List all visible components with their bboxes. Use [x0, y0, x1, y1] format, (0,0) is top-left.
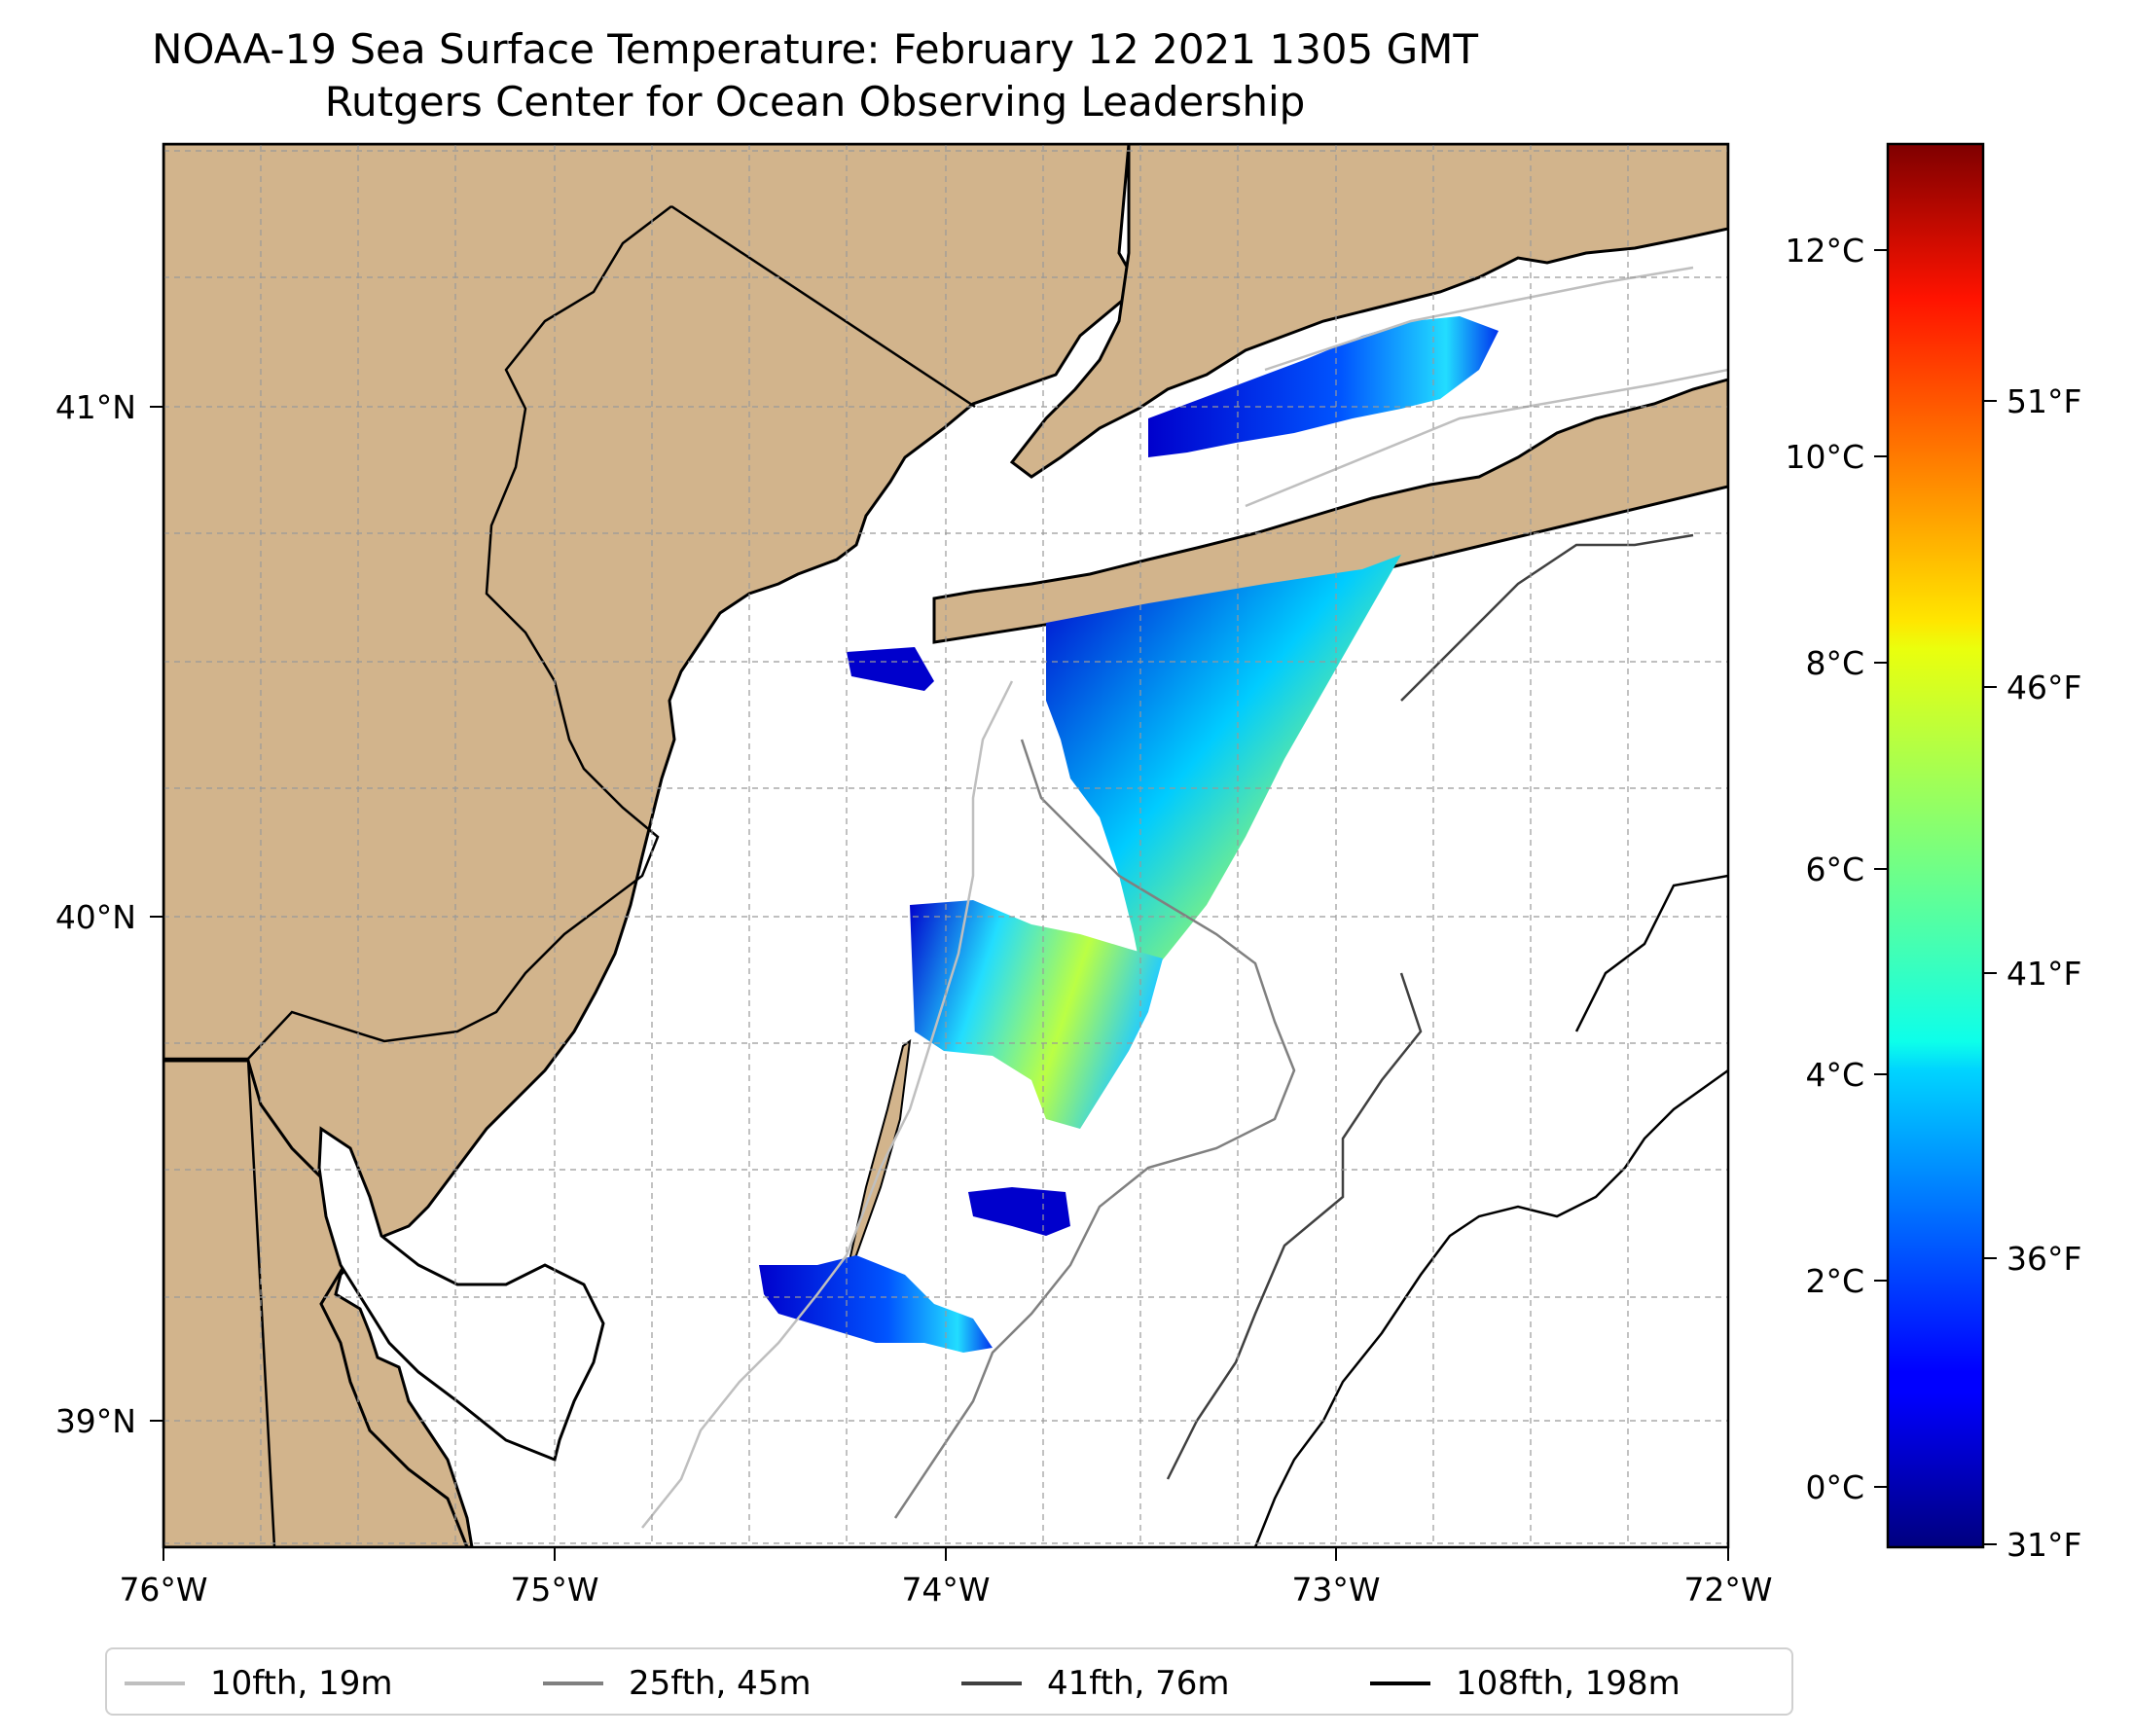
- legend-item: 41fth, 76m: [961, 1659, 1230, 1708]
- legend-item: 10fth, 19m: [125, 1659, 393, 1708]
- legend-swatch: [961, 1682, 1022, 1685]
- legend-label: 10fth, 19m: [210, 1664, 393, 1703]
- colorbar-c-label: 12°C: [1785, 232, 1864, 270]
- gridlines: [163, 144, 1728, 1547]
- map-title: NOAA-19 Sea Surface Temperature: Februar…: [151, 25, 1479, 73]
- axis-ticks: [150, 406, 1729, 1561]
- sst-swath-small: [968, 1187, 1070, 1236]
- colorbar-c-label: 10°C: [1785, 438, 1864, 476]
- sst-swath-offshore: [759, 1255, 993, 1353]
- land-connecticut: [1009, 144, 1728, 479]
- colorbar-c-label: 0°C: [1805, 1468, 1864, 1506]
- colorbar-c-label: 8°C: [1805, 644, 1864, 682]
- legend-item: 108fth, 198m: [1370, 1659, 1680, 1708]
- land-delaware: [163, 1059, 469, 1547]
- state-boundary: [247, 205, 672, 1060]
- legend-label: 108fth, 198m: [1456, 1664, 1680, 1703]
- colorbar-c-label: 2°C: [1805, 1262, 1864, 1300]
- land-mainland: [163, 144, 1140, 1547]
- x-tick-label: 73°W: [1291, 1571, 1380, 1609]
- x-tick-label: 76°W: [119, 1571, 207, 1609]
- y-tick-label: 39°N: [55, 1402, 136, 1440]
- colorbar-f-label: 36°F: [2006, 1240, 2081, 1278]
- x-tick-label: 74°W: [901, 1571, 990, 1609]
- legend-swatch: [543, 1682, 603, 1685]
- x-tick-label: 72°W: [1683, 1571, 1772, 1609]
- isobath-198m: [1253, 874, 1728, 1547]
- isobath-45m: [893, 739, 1296, 1519]
- colorbar-c-label: 6°C: [1805, 850, 1864, 888]
- sst-swath-central: [910, 900, 1163, 1129]
- colorbar-f-label: 31°F: [2006, 1526, 2081, 1564]
- map-subtitle: Rutgers Center for Ocean Observing Leade…: [324, 78, 1306, 126]
- colorbar-ticks: [1874, 249, 1997, 1545]
- legend-swatch: [1370, 1682, 1430, 1685]
- colorbar-c-label: 4°C: [1805, 1056, 1864, 1094]
- x-tick-label: 75°W: [510, 1571, 598, 1609]
- colorbar: [1886, 142, 1985, 1549]
- colorbar-f-label: 51°F: [2006, 382, 2081, 420]
- legend-label: 41fth, 76m: [1047, 1664, 1230, 1703]
- land-long-island: [932, 378, 1728, 644]
- y-tick-label: 41°N: [55, 388, 136, 426]
- legend-item: 25fth, 45m: [543, 1659, 812, 1708]
- legend-label: 25fth, 45m: [629, 1664, 812, 1703]
- delaware-bay: [317, 1126, 605, 1463]
- isobath-legend: 10fth, 19m 25fth, 45m 41fth, 76m 108fth,…: [105, 1647, 1793, 1716]
- y-tick-label: 40°N: [55, 898, 136, 936]
- legend-swatch: [125, 1682, 185, 1685]
- colorbar-f-label: 41°F: [2006, 955, 2081, 993]
- colorbar-f-label: 46°F: [2006, 669, 2081, 706]
- isobath-76m: [1166, 533, 1694, 1480]
- state-boundary: [670, 204, 976, 409]
- sst-swath-sound: [1148, 316, 1499, 457]
- sst-swath-nearshore: [847, 647, 934, 691]
